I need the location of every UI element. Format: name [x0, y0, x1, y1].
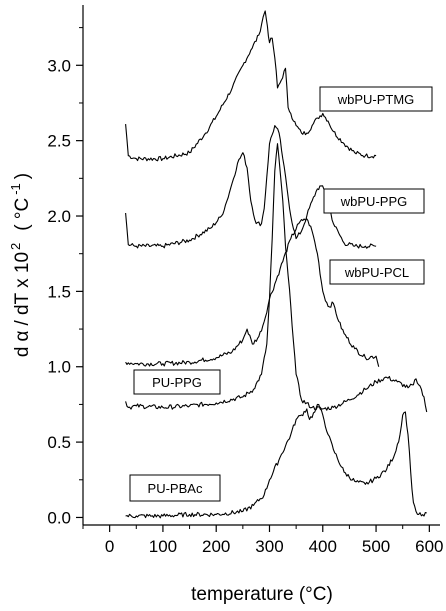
y-tick-label: 0.0 — [47, 508, 71, 527]
y-ticks: 0.0 0.5 1.0 1.5 2.0 2.5 3.0 — [47, 27, 83, 527]
x-tick-label: 0 — [105, 537, 114, 556]
label-text: wbPU-PPG — [340, 194, 407, 209]
x-tick-label: 600 — [415, 537, 443, 556]
y-axis-title-part: ( °C — [12, 198, 33, 231]
y-axis-title-part: α — [12, 331, 33, 342]
x-tick-label: 100 — [149, 537, 177, 556]
label-box — [319, 86, 433, 112]
series-group — [125, 10, 428, 519]
label-pu-ppg: PU-PPG — [133, 369, 221, 395]
y-tick-label: 2.0 — [47, 207, 71, 226]
series-line-wbpu-ppg — [125, 125, 377, 249]
y-tick-label: 2.5 — [47, 132, 71, 151]
y-tick-label: 3.0 — [47, 56, 71, 75]
x-tick-label: 300 — [255, 537, 283, 556]
label-text: wbPU-PCL — [344, 265, 409, 280]
series-line-wbpu-ptmg — [125, 10, 377, 162]
x-tick-label: 200 — [202, 537, 230, 556]
y-tick-label: 0.5 — [47, 433, 71, 452]
label-text: wbPU-PTMG — [337, 92, 415, 107]
x-ticks: 0 100 200 300 400 500 600 — [82, 525, 444, 556]
label-text: PU-PPG — [152, 375, 202, 390]
x-tick-label: 400 — [309, 537, 337, 556]
label-wbpu-ppg: wbPU-PPG — [323, 188, 425, 214]
label-box — [329, 259, 425, 285]
label-wbpu-pcl: wbPU-PCL — [329, 259, 425, 285]
label-box — [129, 474, 221, 502]
series-line-pu-ppg — [125, 143, 428, 413]
y-axis-title-part: ) — [12, 173, 33, 179]
y-axis-title-superscript: -1 — [8, 183, 23, 195]
y-axis-title-part: / dT x 10 — [12, 252, 33, 326]
y-axis-title-superscript: 2 — [8, 243, 23, 250]
y-tick-label: 1.5 — [47, 282, 71, 301]
label-box — [323, 188, 425, 214]
series-line-wbpu-pcl — [125, 218, 380, 367]
label-wbpu-ptmg: wbPU-PTMG — [319, 86, 433, 112]
x-axis-title: temperature (°C) — [191, 584, 333, 605]
y-axis-title-part: d — [12, 347, 33, 358]
series-line-pu-pbac — [125, 403, 427, 519]
label-pu-pbac: PU-PBAc — [129, 474, 221, 502]
label-box — [133, 369, 221, 395]
axes — [82, 5, 440, 526]
label-text: PU-PBAc — [148, 481, 203, 496]
y-axis-title: dα / dT x 10 2 ( °C -1) — [8, 173, 33, 357]
x-tick-label: 500 — [362, 537, 390, 556]
y-tick-label: 1.0 — [47, 358, 71, 377]
